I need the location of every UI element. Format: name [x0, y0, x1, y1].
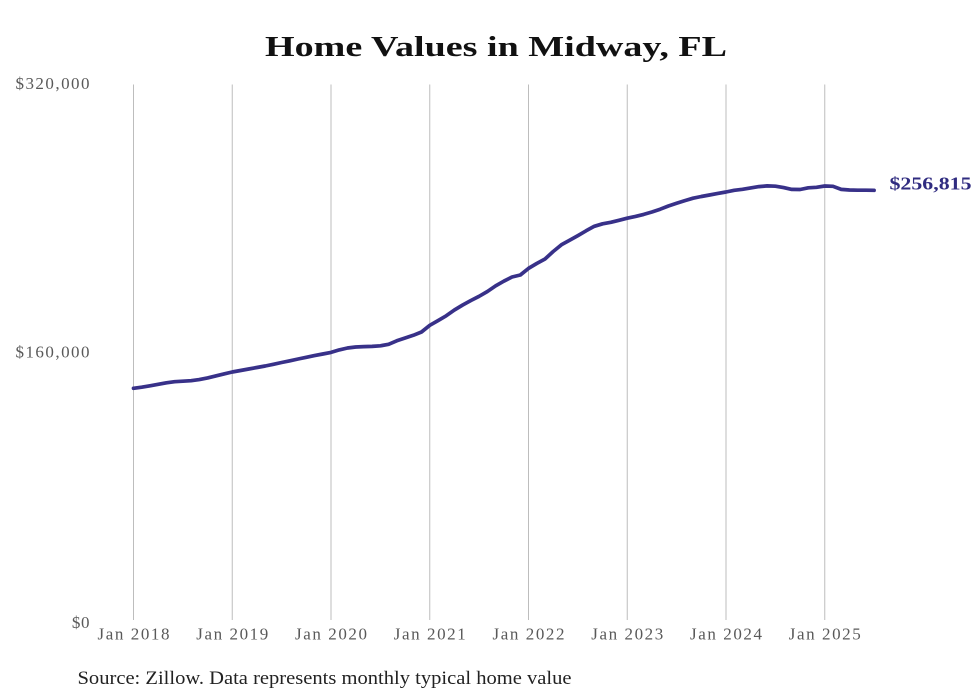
- svg-text:$320,000: $320,000: [16, 74, 90, 93]
- svg-text:Jan 2022: Jan 2022: [493, 625, 565, 644]
- svg-text:Jan 2021: Jan 2021: [394, 625, 466, 644]
- svg-text:Jan 2025: Jan 2025: [789, 625, 861, 644]
- svg-text:$0: $0: [72, 613, 90, 632]
- svg-text:Home Values in Midway, FL: Home Values in Midway, FL: [265, 31, 727, 63]
- svg-text:$160,000: $160,000: [16, 343, 90, 362]
- svg-text:Source: Zillow. Data represent: Source: Zillow. Data represents monthly …: [78, 668, 572, 689]
- svg-text:Jan 2023: Jan 2023: [591, 625, 663, 644]
- svg-text:$256,815: $256,815: [890, 174, 972, 194]
- svg-text:Jan 2019: Jan 2019: [196, 625, 268, 644]
- svg-text:Jan 2024: Jan 2024: [690, 625, 763, 644]
- svg-text:Jan 2020: Jan 2020: [295, 625, 367, 644]
- svg-text:Jan 2018: Jan 2018: [98, 625, 170, 644]
